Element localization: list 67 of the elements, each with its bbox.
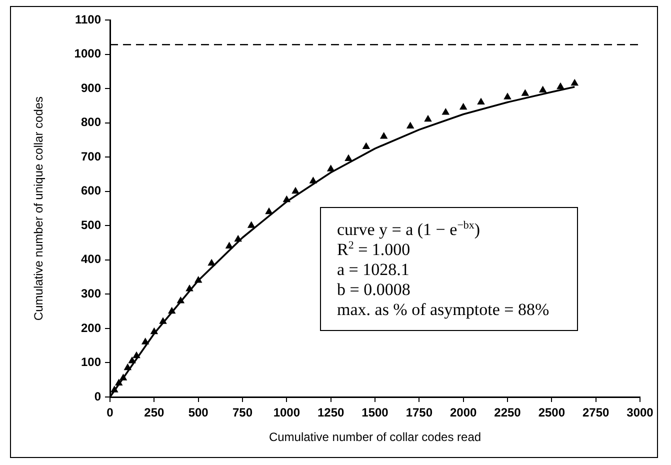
point (177, 297, 184, 304)
point (283, 196, 290, 202)
x-axis-title: Cumulative number of collar codes read (268, 430, 482, 444)
point (159, 318, 167, 324)
point (194, 276, 202, 283)
y-tick-label: 1000 (74, 46, 102, 61)
y-tick-label: 1100 (74, 12, 102, 26)
point (226, 242, 233, 248)
y-tick-label: 300 (80, 286, 102, 300)
annotation: max. as % of asymptote = 88% (337, 300, 550, 320)
point (327, 165, 334, 172)
point (150, 328, 158, 334)
x-tick-label: 750 (232, 406, 253, 420)
y-tick-label: 800 (80, 115, 102, 130)
point (265, 208, 273, 214)
point (292, 187, 300, 194)
point (477, 98, 485, 105)
x-tick-label: 500 (188, 406, 209, 420)
point (248, 222, 255, 228)
point (362, 142, 370, 150)
point (142, 338, 149, 344)
point (208, 259, 216, 266)
y-tick-label: 0 (94, 389, 102, 404)
point (186, 285, 194, 292)
y-tick-label: 500 (80, 218, 102, 232)
x-tick-label: 2000 (450, 406, 478, 420)
point (128, 357, 136, 364)
x-tick-label: 1750 (406, 406, 433, 420)
x-tick-label: 1250 (317, 406, 345, 420)
point (571, 79, 578, 86)
annotation: a = 1028.1 (337, 260, 410, 280)
point (522, 90, 529, 96)
x-tick-label: 0 (106, 406, 114, 420)
x-tick-label: 1000 (273, 406, 300, 420)
point (234, 235, 242, 242)
x-tick-label: 1500 (362, 406, 389, 420)
y-tick-label: 100 (80, 355, 102, 370)
y-axis-title: Cumulative number of unique collar codes (32, 96, 46, 321)
point (124, 364, 132, 370)
y-tick-label: 900 (80, 80, 102, 95)
point (442, 108, 450, 115)
x-tick-label: 2750 (582, 406, 610, 420)
point (120, 374, 127, 380)
point (380, 132, 388, 139)
y-tick-label: 400 (80, 252, 102, 266)
point (556, 82, 564, 90)
x-tick-label: 250 (144, 406, 164, 420)
point (504, 93, 512, 100)
point (539, 86, 546, 93)
point (424, 115, 432, 122)
point (310, 177, 317, 184)
x-tick-label: 2250 (494, 406, 522, 420)
y-tick-label: 200 (80, 320, 102, 335)
y-tick-label: 700 (80, 149, 102, 164)
annotation: curve y = a (1 − e$^{−bx}$) (337, 219, 482, 240)
point (115, 379, 122, 386)
point (406, 122, 414, 128)
y-tick-label: 600 (80, 184, 102, 198)
x-tick-label: 2500 (538, 406, 566, 420)
point (168, 307, 176, 314)
point (344, 154, 352, 162)
annotation: R$^{2}$ = 1.000 (337, 239, 412, 260)
point (110, 386, 118, 392)
x-tick-label: 3000 (626, 406, 654, 420)
point (460, 103, 467, 110)
annotation: b = 0.0008 (337, 280, 412, 300)
point (132, 352, 140, 358)
